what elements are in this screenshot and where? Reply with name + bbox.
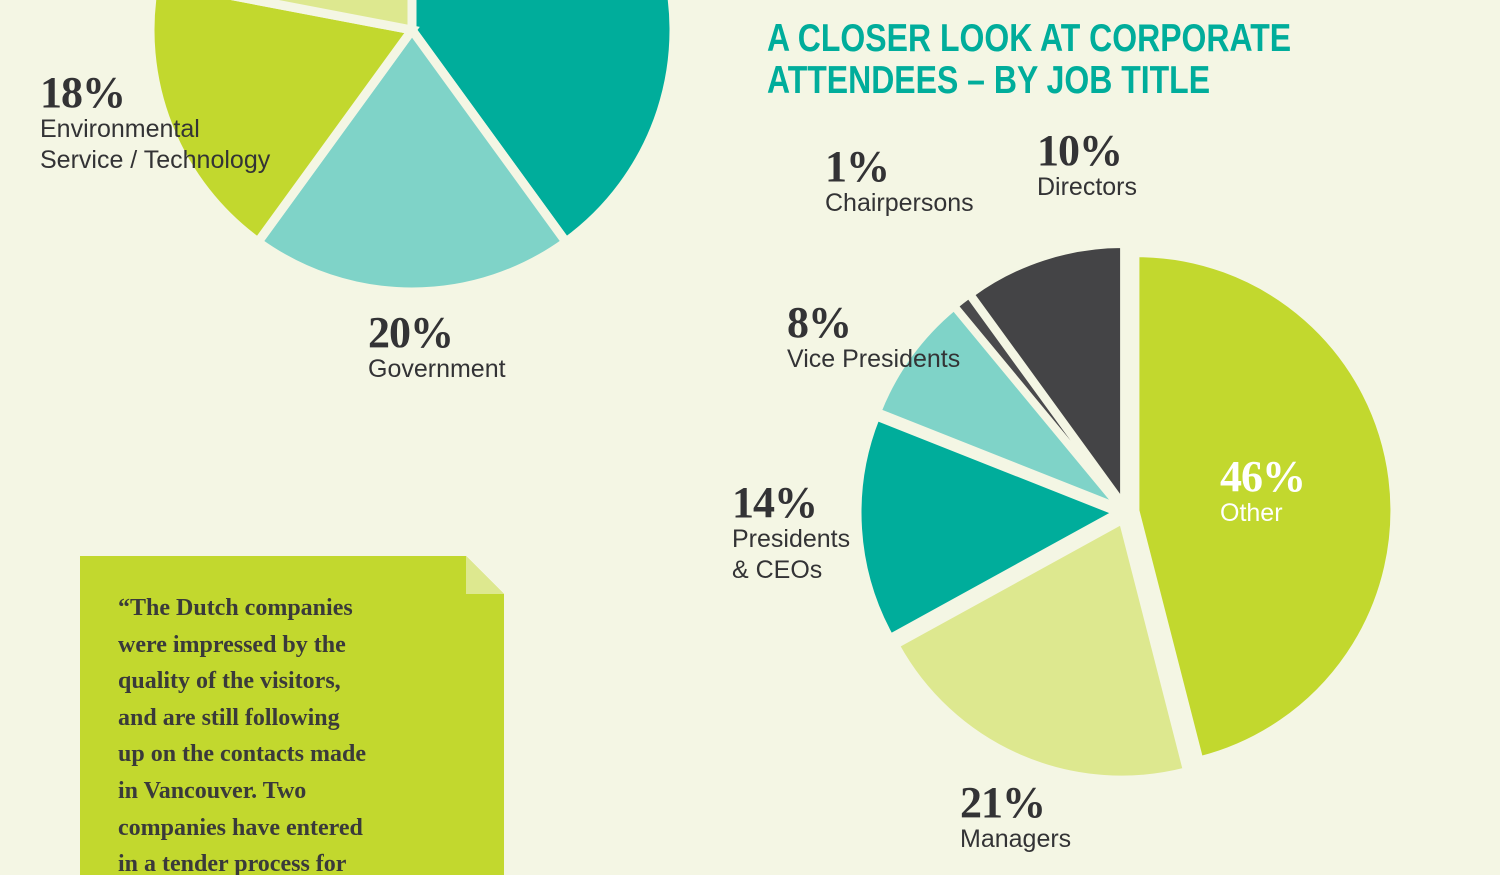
quote-line: and are still following	[118, 704, 340, 731]
slice-label: 46% Other	[1220, 452, 1306, 529]
slice-percent: 1%	[825, 142, 890, 191]
slice-label: 14% Presidents & CEOs	[732, 478, 862, 586]
slice-percent: 46%	[1220, 452, 1306, 501]
slice-label: 10% Directors	[1037, 126, 1138, 203]
quote-line: quality of the visitors,	[118, 668, 341, 695]
pie-slice	[875, 304, 1120, 508]
quote-line: in Vancouver. Two	[118, 777, 307, 804]
pie-slice	[251, 22, 573, 297]
slice-percent: 10%	[1037, 126, 1123, 175]
chart-title: A CLOSER LOOK AT CORPORATE ATTENDEES – B…	[767, 17, 1292, 102]
slice-percent: 20%	[368, 308, 454, 357]
slice-name: Presidents & CEOs	[732, 525, 851, 584]
slice-label: 8% Vice Presidents	[787, 298, 961, 375]
slice-label: 1% Chairpersons	[825, 142, 974, 219]
pie-slice	[407, 0, 679, 249]
slice-name: Directors	[1037, 173, 1138, 201]
slice-name: Managers	[960, 825, 1072, 853]
quote-line: “The Dutch companies	[118, 595, 353, 621]
slice-name: Environmental Service / Technology	[40, 115, 271, 174]
quote-note	[80, 556, 504, 875]
slice-percent: 14%	[732, 478, 818, 527]
pie-slice	[856, 415, 1121, 640]
quote-line: were impressed by the	[118, 631, 346, 658]
slice-label: 20% Government	[368, 308, 506, 385]
quote-line: up on the contacts made	[118, 741, 367, 768]
slice-percent: 8%	[787, 298, 852, 347]
quote-line: in a tender process for	[118, 851, 347, 875]
slice-name: Government	[368, 355, 506, 383]
slice-name: Vice Presidents	[787, 345, 961, 373]
slice-name: Other	[1220, 499, 1283, 527]
pie-slice	[145, 0, 420, 249]
quote: “The Dutch companies were impressed by th…	[118, 590, 366, 875]
slice-percent: 18%	[40, 68, 126, 117]
pie-slice	[1134, 252, 1396, 762]
slice-name: Chairpersons	[825, 189, 974, 217]
pie-slice	[893, 518, 1189, 781]
quote-line: companies have entered	[118, 814, 363, 841]
slice-label: 21% Managers	[960, 778, 1072, 855]
slice-percent: 21%	[960, 778, 1046, 827]
pie-slice	[230, 0, 417, 36]
slice-label: 18% Environmental Service / Technology	[40, 68, 272, 176]
pie-slice	[968, 243, 1126, 510]
pie-slice	[952, 292, 1122, 505]
